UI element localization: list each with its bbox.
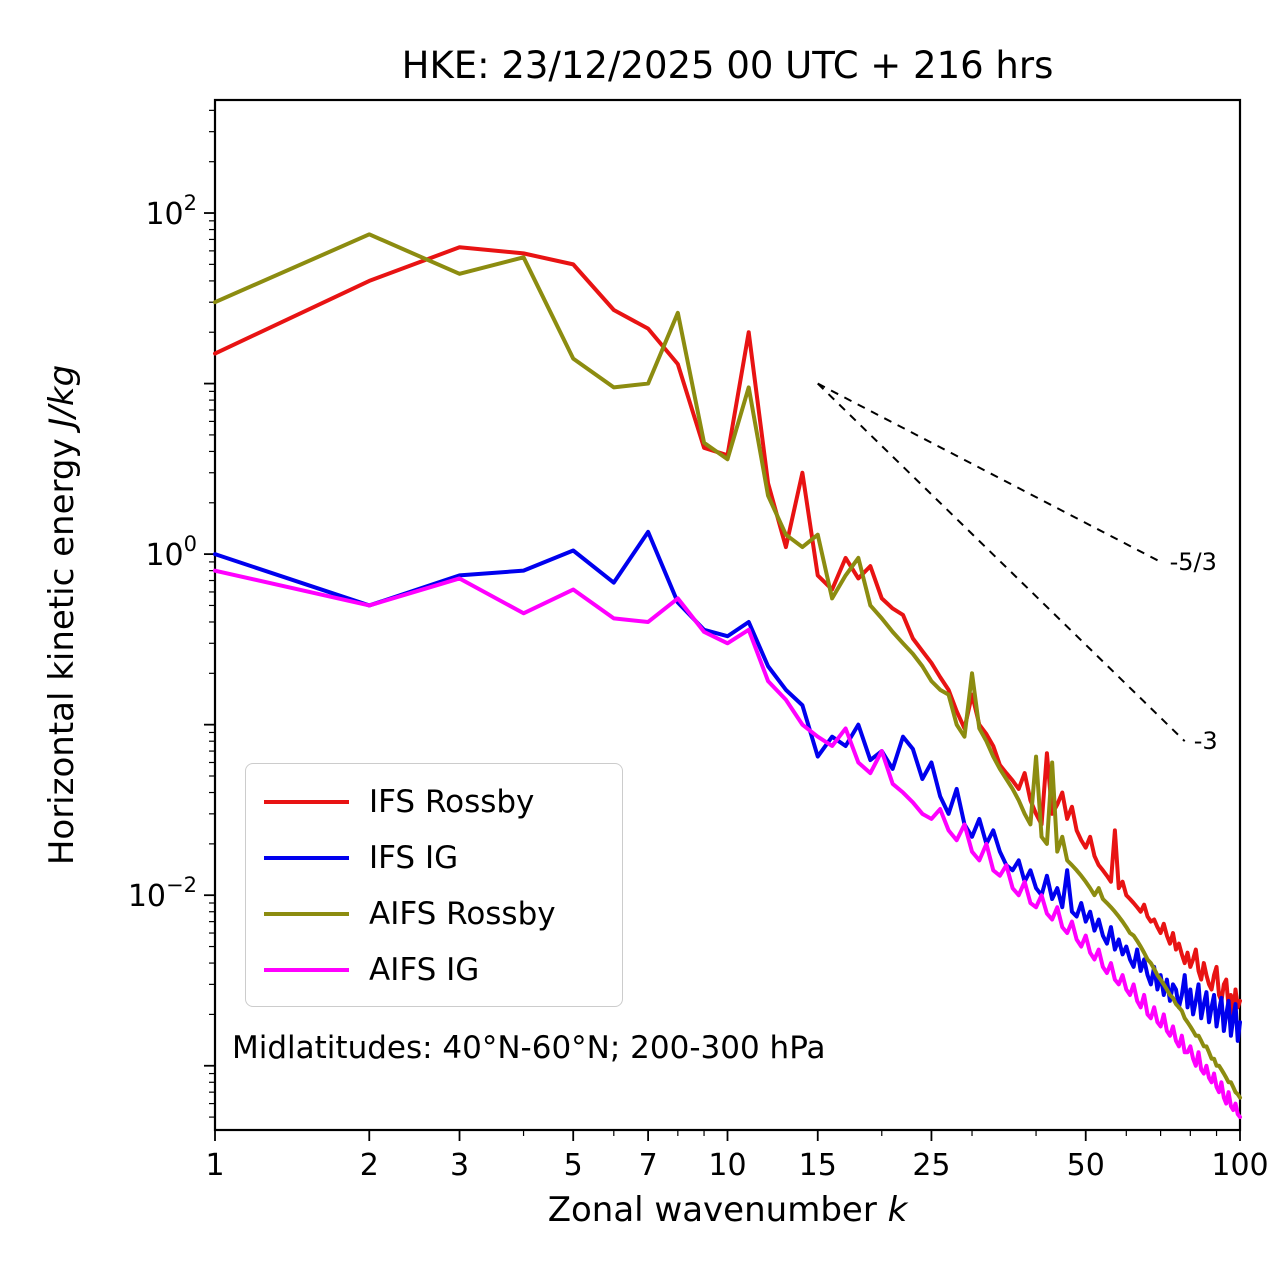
y-axis-unit: J/kg: [42, 364, 82, 428]
y-axis-label-text: Horizontal kinetic energy: [42, 438, 82, 866]
region-annotation: Midlatitudes: 40°N-60°N; 200-300 hPa: [232, 1030, 826, 1066]
legend-line-aifs-ig: [264, 967, 349, 973]
legend: IFS Rossby IFS IG AIFS Rossby AIFS IG: [245, 763, 623, 1007]
y-tick-label: 102: [145, 191, 197, 232]
legend-label-ifs-ig: IFS IG: [369, 840, 459, 876]
x-tick-label: 1: [205, 1148, 224, 1183]
legend-item-aifs-rossby: AIFS Rossby: [264, 892, 602, 936]
x-tick-label: 100: [1211, 1148, 1268, 1183]
legend-line-ifs-ig: [264, 855, 349, 861]
x-tick-label: 25: [912, 1148, 950, 1183]
legend-label-aifs-ig: AIFS IG: [369, 952, 480, 988]
y-tick-label: 10−2: [128, 873, 197, 914]
series-line-aifs-ig: [213, 568, 1242, 1120]
legend-line-ifs-rossby: [264, 799, 349, 805]
x-axis-label-text: Zonal wavenumber: [547, 1190, 877, 1230]
x-tick-label: 7: [639, 1148, 658, 1183]
reference-slope-line: [817, 382, 1162, 563]
chart-title: HKE: 23/12/2025 00 UTC + 216 hrs: [401, 44, 1054, 87]
legend-item-aifs-ig: AIFS IG: [264, 948, 602, 992]
x-tick-label: 10: [708, 1148, 746, 1183]
legend-line-aifs-rossby: [264, 911, 349, 917]
x-tick-label: 15: [799, 1148, 837, 1183]
x-axis-label: Zonal wavenumber k: [215, 1190, 1240, 1230]
legend-label-aifs-rossby: AIFS Rossby: [369, 896, 556, 932]
reference-slope-label: -3: [1194, 727, 1218, 755]
x-tick-label: 3: [450, 1148, 469, 1183]
x-axis-variable: k: [887, 1190, 908, 1230]
x-tick-label: 50: [1067, 1148, 1105, 1183]
series-line-ifs-ig: [213, 529, 1242, 1043]
x-tick-label: 2: [360, 1148, 379, 1183]
legend-label-ifs-rossby: IFS Rossby: [369, 784, 535, 820]
y-tick-label: 100: [145, 532, 197, 573]
reference-slope-label: -5/3: [1170, 548, 1217, 576]
x-tick-label: 5: [564, 1148, 583, 1183]
legend-item-ifs-ig: IFS IG: [264, 836, 602, 880]
reference-slope-line: [817, 382, 1186, 742]
y-axis-label: Horizontal kinetic energy J/kg: [42, 365, 82, 865]
series-line-aifs-rossby: [213, 232, 1242, 1100]
legend-item-ifs-rossby: IFS Rossby: [264, 780, 602, 824]
